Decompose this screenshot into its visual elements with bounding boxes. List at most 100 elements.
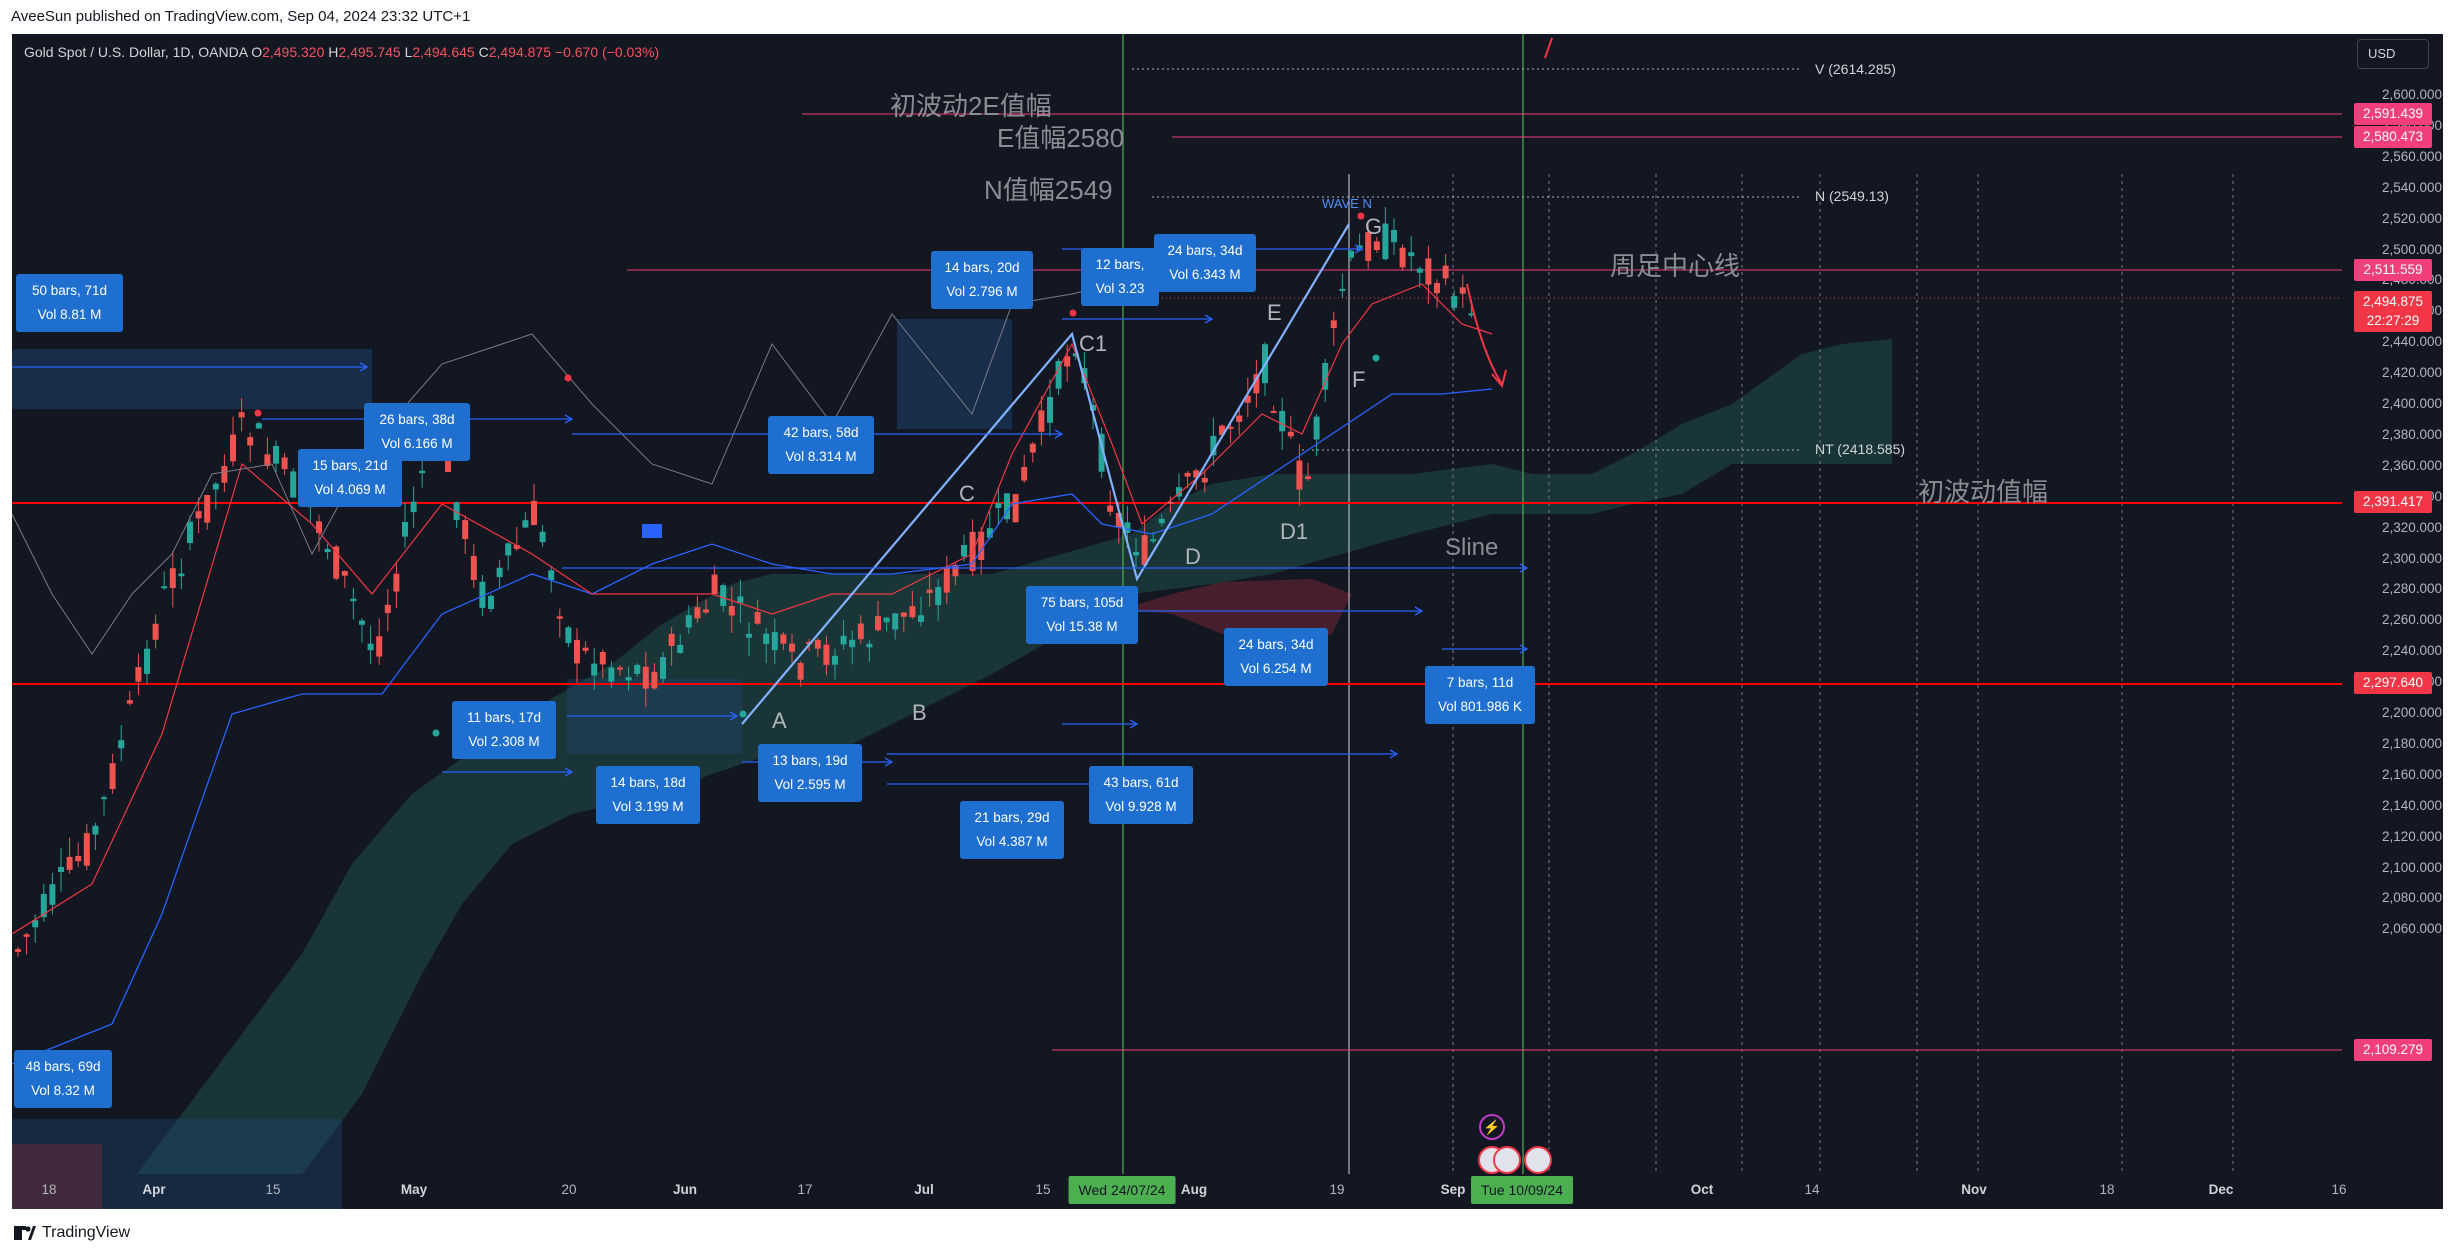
range-box-bars: 21 bars, 29d bbox=[974, 810, 1050, 825]
range-box[interactable]: 13 bars, 19d Vol 2.595 M bbox=[758, 744, 862, 802]
range-box-vol: Vol 2.595 M bbox=[774, 777, 846, 792]
range-box[interactable]: 11 bars, 17d Vol 2.308 M bbox=[452, 701, 556, 759]
candle-body bbox=[789, 643, 795, 652]
candle-body bbox=[763, 633, 770, 645]
price-axis-label: 2,520.000 bbox=[2381, 210, 2442, 226]
price-tag: 2,391.417 bbox=[2354, 491, 2432, 513]
candle-body bbox=[1279, 411, 1286, 432]
candle-body bbox=[720, 585, 727, 606]
projection-arrow-head bbox=[1491, 369, 1507, 389]
range-box-vol: Vol 2.796 M bbox=[946, 284, 1018, 299]
candle-body bbox=[1408, 252, 1415, 257]
range-box[interactable]: 50 bars, 71d Vol 8.81 M bbox=[16, 274, 123, 332]
range-box-bars: 75 bars, 105d bbox=[1040, 595, 1124, 610]
candle-body bbox=[393, 573, 400, 592]
candle-body bbox=[333, 546, 340, 579]
range-box[interactable]: 43 bars, 61d Vol 9.928 M bbox=[1089, 766, 1193, 824]
candle-body bbox=[660, 657, 666, 679]
candle-body bbox=[1416, 268, 1423, 273]
range-box[interactable]: 12 bars, Vol 3.23 bbox=[1081, 248, 1159, 306]
price-axis-label: 2,260.000 bbox=[2381, 612, 2442, 628]
range-shade bbox=[897, 319, 1012, 429]
price-axis-label: 2,120.000 bbox=[2381, 828, 2442, 844]
time-label: 15 bbox=[1035, 1182, 1051, 1197]
candle-body bbox=[402, 522, 408, 537]
candle-body bbox=[384, 604, 391, 614]
candle-body bbox=[221, 466, 228, 483]
wave-label-d: D bbox=[1185, 544, 1201, 569]
price-axis-label: 2,440.000 bbox=[2381, 334, 2442, 350]
range-box[interactable]: 42 bars, 58d Vol 8.314 M bbox=[768, 416, 874, 474]
candle-body bbox=[273, 445, 279, 464]
time-label: 20 bbox=[561, 1182, 577, 1197]
candle-body bbox=[832, 655, 838, 665]
range-box-vol: Vol 8.32 M bbox=[31, 1083, 95, 1098]
candle-body bbox=[1141, 535, 1148, 565]
wave-label-d1: D1 bbox=[1280, 519, 1309, 544]
candle-body bbox=[1133, 551, 1139, 556]
change-value: −0.670 (−0.03%) bbox=[554, 44, 660, 60]
measure-arrow-head bbox=[884, 757, 894, 767]
range-box[interactable]: 24 bars, 34d Vol 6.343 M bbox=[1154, 234, 1256, 292]
candle-body bbox=[814, 639, 821, 649]
currency-button[interactable]: USD bbox=[2357, 39, 2429, 69]
range-box-vol: Vol 8.314 M bbox=[785, 449, 857, 464]
range-box[interactable]: 21 bars, 29d Vol 4.387 M bbox=[960, 801, 1064, 859]
candle-body bbox=[58, 867, 64, 873]
range-box-vol: Vol 6.343 M bbox=[1169, 267, 1241, 282]
candle-body bbox=[513, 545, 520, 549]
candle-body bbox=[574, 639, 580, 664]
measure-arrow-head bbox=[729, 711, 739, 721]
candle-body bbox=[1287, 431, 1294, 437]
pivot-high-dot bbox=[1357, 212, 1365, 220]
annotation-sline: Sline bbox=[1445, 534, 1499, 561]
candle-body bbox=[1210, 435, 1217, 456]
range-box-vol: Vol 801.986 K bbox=[1437, 699, 1523, 714]
high-label: H bbox=[328, 44, 339, 60]
candle-body bbox=[986, 528, 993, 538]
candle-body bbox=[1434, 283, 1440, 294]
range-box-bars: 11 bars, 17d bbox=[466, 710, 542, 725]
range-shade bbox=[12, 349, 372, 409]
range-box[interactable]: 14 bars, 20d Vol 2.796 M bbox=[931, 251, 1033, 309]
candle-body bbox=[445, 458, 451, 472]
range-box-bars: 48 bars, 69d bbox=[25, 1059, 101, 1074]
candle-body bbox=[1055, 361, 1062, 389]
wave-label-c1: C1 bbox=[1079, 331, 1108, 356]
tradingview-logo[interactable]: TradingView bbox=[14, 1224, 130, 1242]
candle-body bbox=[350, 598, 357, 602]
candle-body bbox=[66, 856, 73, 870]
price-axis-label: 2,080.000 bbox=[2381, 890, 2442, 906]
candle-body bbox=[840, 635, 847, 645]
candle-body bbox=[539, 531, 546, 543]
candle-body bbox=[1468, 313, 1475, 316]
range-box-bars: 42 bars, 58d bbox=[783, 425, 859, 440]
time-label: 15 bbox=[265, 1182, 281, 1197]
measure-arrow-head bbox=[1354, 244, 1364, 254]
chart-canvas[interactable] bbox=[12, 34, 2443, 1209]
measure-arrow-head bbox=[1519, 644, 1529, 654]
range-box[interactable]: 7 bars, 11d Vol 801.986 K bbox=[1425, 666, 1535, 724]
range-box-bars: 26 bars, 38d bbox=[379, 412, 455, 427]
candle-body bbox=[1330, 320, 1337, 329]
wave-label-b: B bbox=[912, 700, 927, 725]
range-box-bars: 15 bars, 21d bbox=[312, 458, 388, 473]
countdown-tag: 22:27:29 bbox=[2354, 310, 2432, 332]
range-box[interactable]: 24 bars, 34d Vol 6.254 M bbox=[1224, 628, 1328, 686]
range-box-bars: 7 bars, 11d bbox=[1446, 675, 1514, 690]
candle-body bbox=[212, 483, 219, 490]
time-label: Nov bbox=[1961, 1182, 1987, 1197]
range-box[interactable]: 75 bars, 105d Vol 15.38 M bbox=[1026, 586, 1138, 644]
range-box[interactable]: 14 bars, 18d Vol 3.199 M bbox=[596, 766, 700, 824]
time-label: Aug bbox=[1180, 1182, 1208, 1197]
candle-body bbox=[677, 644, 684, 653]
chart-pane[interactable]: Gold Spot / U.S. Dollar, 1D, OANDA O2,49… bbox=[12, 34, 2443, 1209]
wave-label-c: C bbox=[959, 481, 975, 506]
range-box[interactable]: 15 bars, 21d Vol 4.069 M bbox=[298, 449, 402, 507]
candle-body bbox=[1012, 494, 1019, 523]
candle-body bbox=[1064, 356, 1071, 367]
range-box[interactable]: 48 bars, 69d Vol 8.32 M bbox=[14, 1050, 112, 1108]
time-label: 18 bbox=[41, 1182, 57, 1197]
candle-body bbox=[488, 595, 494, 609]
candle-body bbox=[1373, 241, 1380, 251]
